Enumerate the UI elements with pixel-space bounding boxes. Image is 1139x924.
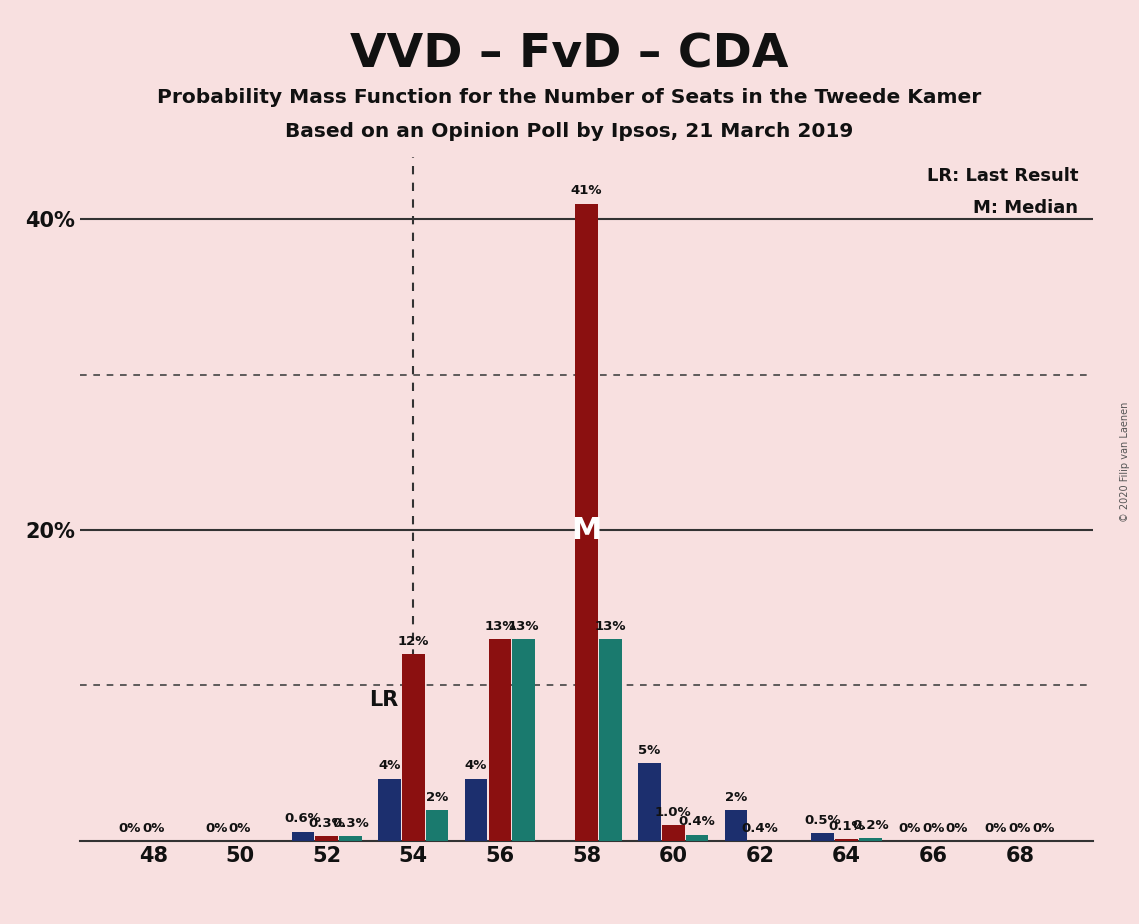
Text: 13%: 13% bbox=[484, 620, 516, 633]
Text: 41%: 41% bbox=[571, 185, 603, 198]
Bar bbox=[402, 654, 425, 841]
Text: 5%: 5% bbox=[638, 744, 661, 757]
Text: © 2020 Filip van Laenen: © 2020 Filip van Laenen bbox=[1120, 402, 1130, 522]
Text: 0%: 0% bbox=[118, 821, 141, 834]
Bar bbox=[859, 838, 882, 841]
Text: 12%: 12% bbox=[398, 635, 429, 648]
Text: 13%: 13% bbox=[595, 620, 626, 633]
Bar bbox=[638, 763, 661, 841]
Text: 0%: 0% bbox=[1032, 821, 1055, 834]
Bar bbox=[811, 833, 834, 841]
Bar bbox=[724, 809, 747, 841]
Bar bbox=[686, 834, 708, 841]
Text: 0%: 0% bbox=[229, 821, 252, 834]
Text: 0%: 0% bbox=[899, 821, 920, 834]
Text: VVD – FvD – CDA: VVD – FvD – CDA bbox=[351, 32, 788, 78]
Text: 0.4%: 0.4% bbox=[679, 815, 715, 829]
Text: 0%: 0% bbox=[945, 821, 968, 834]
Bar bbox=[575, 203, 598, 841]
Bar bbox=[316, 836, 338, 841]
Text: 0.5%: 0.5% bbox=[804, 814, 841, 827]
Text: 13%: 13% bbox=[508, 620, 540, 633]
Text: 1.0%: 1.0% bbox=[655, 806, 691, 819]
Text: LR: Last Result
M: Median: LR: Last Result M: Median bbox=[927, 167, 1079, 217]
Text: 0.3%: 0.3% bbox=[333, 817, 369, 830]
Bar bbox=[465, 779, 487, 841]
Bar bbox=[426, 809, 449, 841]
Text: 4%: 4% bbox=[378, 760, 401, 772]
Text: 0%: 0% bbox=[205, 821, 228, 834]
Text: 2%: 2% bbox=[724, 791, 747, 804]
Bar bbox=[339, 836, 362, 841]
Text: Based on an Opinion Poll by Ipsos, 21 March 2019: Based on an Opinion Poll by Ipsos, 21 Ma… bbox=[286, 122, 853, 141]
Text: 0.3%: 0.3% bbox=[309, 817, 345, 830]
Bar bbox=[378, 779, 401, 841]
Bar bbox=[599, 638, 622, 841]
Bar bbox=[835, 839, 858, 841]
Bar bbox=[489, 638, 511, 841]
Text: 0.1%: 0.1% bbox=[828, 821, 865, 833]
Text: 0%: 0% bbox=[985, 821, 1007, 834]
Text: 2%: 2% bbox=[426, 791, 449, 804]
Text: LR: LR bbox=[369, 690, 399, 711]
Text: 4%: 4% bbox=[465, 760, 487, 772]
Text: 0.2%: 0.2% bbox=[852, 819, 888, 832]
Text: 0.4%: 0.4% bbox=[741, 821, 778, 834]
Bar bbox=[292, 832, 314, 841]
Bar bbox=[662, 825, 685, 841]
Text: M: M bbox=[572, 516, 601, 544]
Text: 0%: 0% bbox=[921, 821, 944, 834]
Text: Probability Mass Function for the Number of Seats in the Tweede Kamer: Probability Mass Function for the Number… bbox=[157, 88, 982, 107]
Bar bbox=[513, 638, 535, 841]
Text: 0%: 0% bbox=[142, 821, 164, 834]
Text: 0%: 0% bbox=[1009, 821, 1031, 834]
Text: 0.6%: 0.6% bbox=[285, 812, 321, 825]
